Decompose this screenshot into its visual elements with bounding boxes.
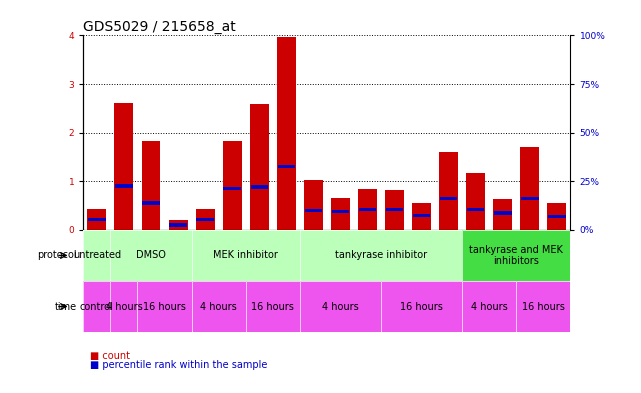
- Bar: [517, 281, 570, 332]
- Text: 4 hours: 4 hours: [471, 301, 508, 312]
- Bar: [142, 141, 160, 230]
- Text: untreated: untreated: [73, 250, 121, 261]
- Text: ■ percentile rank within the sample: ■ percentile rank within the sample: [90, 360, 267, 371]
- Bar: [300, 281, 381, 332]
- Bar: [462, 230, 570, 281]
- Bar: [83, 281, 110, 332]
- Bar: [440, 196, 458, 200]
- Bar: [246, 281, 300, 332]
- Text: 16 hours: 16 hours: [143, 301, 186, 312]
- Bar: [332, 210, 349, 213]
- Bar: [300, 230, 462, 281]
- Text: ■ count: ■ count: [90, 351, 129, 361]
- Bar: [517, 281, 570, 332]
- Bar: [385, 189, 404, 230]
- Bar: [83, 230, 110, 281]
- Bar: [462, 281, 517, 332]
- Bar: [278, 165, 295, 168]
- Text: GDS5029 / 215658_at: GDS5029 / 215658_at: [83, 20, 236, 34]
- Bar: [169, 223, 187, 227]
- Bar: [110, 281, 137, 332]
- Bar: [142, 202, 160, 205]
- Bar: [110, 281, 137, 332]
- Bar: [251, 185, 268, 189]
- Text: 16 hours: 16 hours: [400, 301, 443, 312]
- Bar: [300, 281, 381, 332]
- Text: time: time: [54, 301, 77, 312]
- Bar: [358, 189, 377, 230]
- Text: MEK inhibitor: MEK inhibitor: [213, 250, 278, 261]
- Bar: [192, 281, 246, 332]
- Bar: [494, 199, 512, 230]
- Text: 16 hours: 16 hours: [251, 301, 294, 312]
- Bar: [300, 230, 462, 281]
- Bar: [548, 215, 565, 218]
- Bar: [520, 147, 539, 230]
- Text: tankyrase and MEK
inhibitors: tankyrase and MEK inhibitors: [469, 245, 563, 266]
- Bar: [224, 187, 241, 190]
- Bar: [359, 208, 376, 211]
- Bar: [304, 180, 323, 230]
- Bar: [192, 230, 300, 281]
- Bar: [196, 217, 214, 221]
- Bar: [521, 196, 538, 200]
- Bar: [110, 230, 192, 281]
- Bar: [462, 230, 570, 281]
- Text: protocol: protocol: [37, 250, 77, 261]
- Bar: [192, 230, 300, 281]
- Bar: [137, 281, 192, 332]
- Bar: [83, 230, 110, 281]
- Bar: [412, 203, 431, 230]
- Text: tankyrase inhibitor: tankyrase inhibitor: [335, 250, 427, 261]
- Bar: [494, 211, 512, 215]
- Bar: [331, 198, 350, 230]
- Bar: [110, 230, 192, 281]
- Text: 16 hours: 16 hours: [522, 301, 565, 312]
- Bar: [381, 281, 462, 332]
- Bar: [137, 281, 192, 332]
- Bar: [83, 281, 110, 332]
- Bar: [222, 141, 242, 230]
- Bar: [466, 173, 485, 230]
- Bar: [439, 152, 458, 230]
- Bar: [250, 105, 269, 230]
- Bar: [277, 37, 296, 230]
- Bar: [169, 220, 188, 230]
- Bar: [87, 209, 106, 230]
- Text: 4 hours: 4 hours: [200, 301, 237, 312]
- Bar: [547, 203, 567, 230]
- Text: 4 hours: 4 hours: [322, 301, 359, 312]
- Bar: [381, 281, 462, 332]
- Bar: [413, 214, 430, 217]
- Bar: [304, 209, 322, 212]
- Text: DMSO: DMSO: [136, 250, 166, 261]
- Bar: [467, 208, 485, 211]
- Bar: [88, 217, 106, 221]
- Bar: [246, 281, 300, 332]
- Bar: [462, 281, 517, 332]
- Bar: [115, 184, 133, 188]
- Bar: [192, 281, 246, 332]
- Bar: [386, 208, 403, 211]
- Bar: [196, 209, 215, 230]
- Bar: [115, 103, 133, 230]
- Text: 4 hours: 4 hours: [106, 301, 142, 312]
- Text: control: control: [80, 301, 113, 312]
